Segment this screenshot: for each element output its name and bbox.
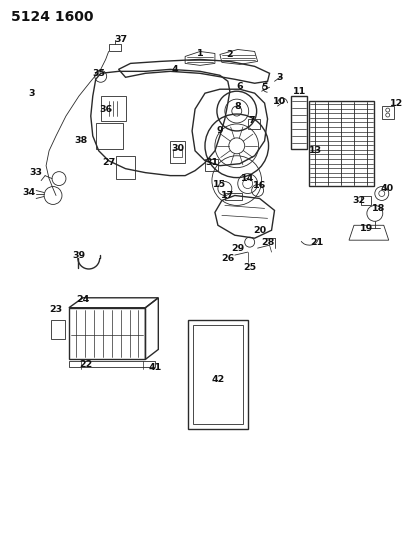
Text: 35: 35 bbox=[92, 69, 105, 78]
Text: 39: 39 bbox=[72, 251, 85, 260]
Text: 12: 12 bbox=[390, 99, 403, 108]
Text: 2: 2 bbox=[226, 50, 233, 59]
Text: 24: 24 bbox=[76, 295, 89, 304]
Text: 21: 21 bbox=[310, 238, 324, 247]
Text: 15: 15 bbox=[213, 180, 226, 189]
Text: 5: 5 bbox=[262, 83, 268, 92]
Text: 42: 42 bbox=[211, 375, 224, 384]
Text: 17: 17 bbox=[221, 191, 235, 200]
Text: 36: 36 bbox=[99, 104, 112, 114]
Text: 3: 3 bbox=[276, 73, 283, 82]
Text: 20: 20 bbox=[253, 226, 266, 235]
Text: 29: 29 bbox=[231, 244, 244, 253]
Text: 32: 32 bbox=[353, 196, 366, 205]
Text: 41: 41 bbox=[149, 363, 162, 372]
Text: 1: 1 bbox=[197, 49, 203, 58]
Text: 19: 19 bbox=[360, 224, 373, 233]
Text: 8: 8 bbox=[234, 102, 241, 111]
Text: 9: 9 bbox=[217, 126, 223, 135]
Text: 22: 22 bbox=[79, 360, 93, 369]
Text: 14: 14 bbox=[241, 174, 254, 183]
Text: 33: 33 bbox=[30, 168, 43, 177]
Text: 7: 7 bbox=[248, 117, 255, 125]
Text: 6: 6 bbox=[237, 82, 243, 91]
Text: 13: 13 bbox=[309, 146, 322, 155]
Text: 26: 26 bbox=[221, 254, 235, 263]
Bar bbox=[173, 149, 182, 157]
Text: 3: 3 bbox=[28, 88, 34, 98]
Text: 34: 34 bbox=[22, 188, 36, 197]
Text: 16: 16 bbox=[253, 181, 266, 190]
Text: 37: 37 bbox=[114, 35, 127, 44]
Text: 38: 38 bbox=[74, 136, 87, 146]
Text: 23: 23 bbox=[49, 305, 62, 314]
Text: 25: 25 bbox=[243, 263, 256, 272]
Text: 11: 11 bbox=[293, 87, 306, 96]
Text: 27: 27 bbox=[102, 158, 115, 167]
Text: 18: 18 bbox=[372, 204, 386, 213]
Text: 40: 40 bbox=[380, 184, 393, 193]
Text: 30: 30 bbox=[172, 144, 185, 154]
Text: 5124 1600: 5124 1600 bbox=[11, 10, 94, 24]
Text: 31: 31 bbox=[205, 158, 219, 167]
Text: 4: 4 bbox=[172, 65, 179, 74]
Text: 10: 10 bbox=[273, 96, 286, 106]
Text: 28: 28 bbox=[261, 238, 274, 247]
